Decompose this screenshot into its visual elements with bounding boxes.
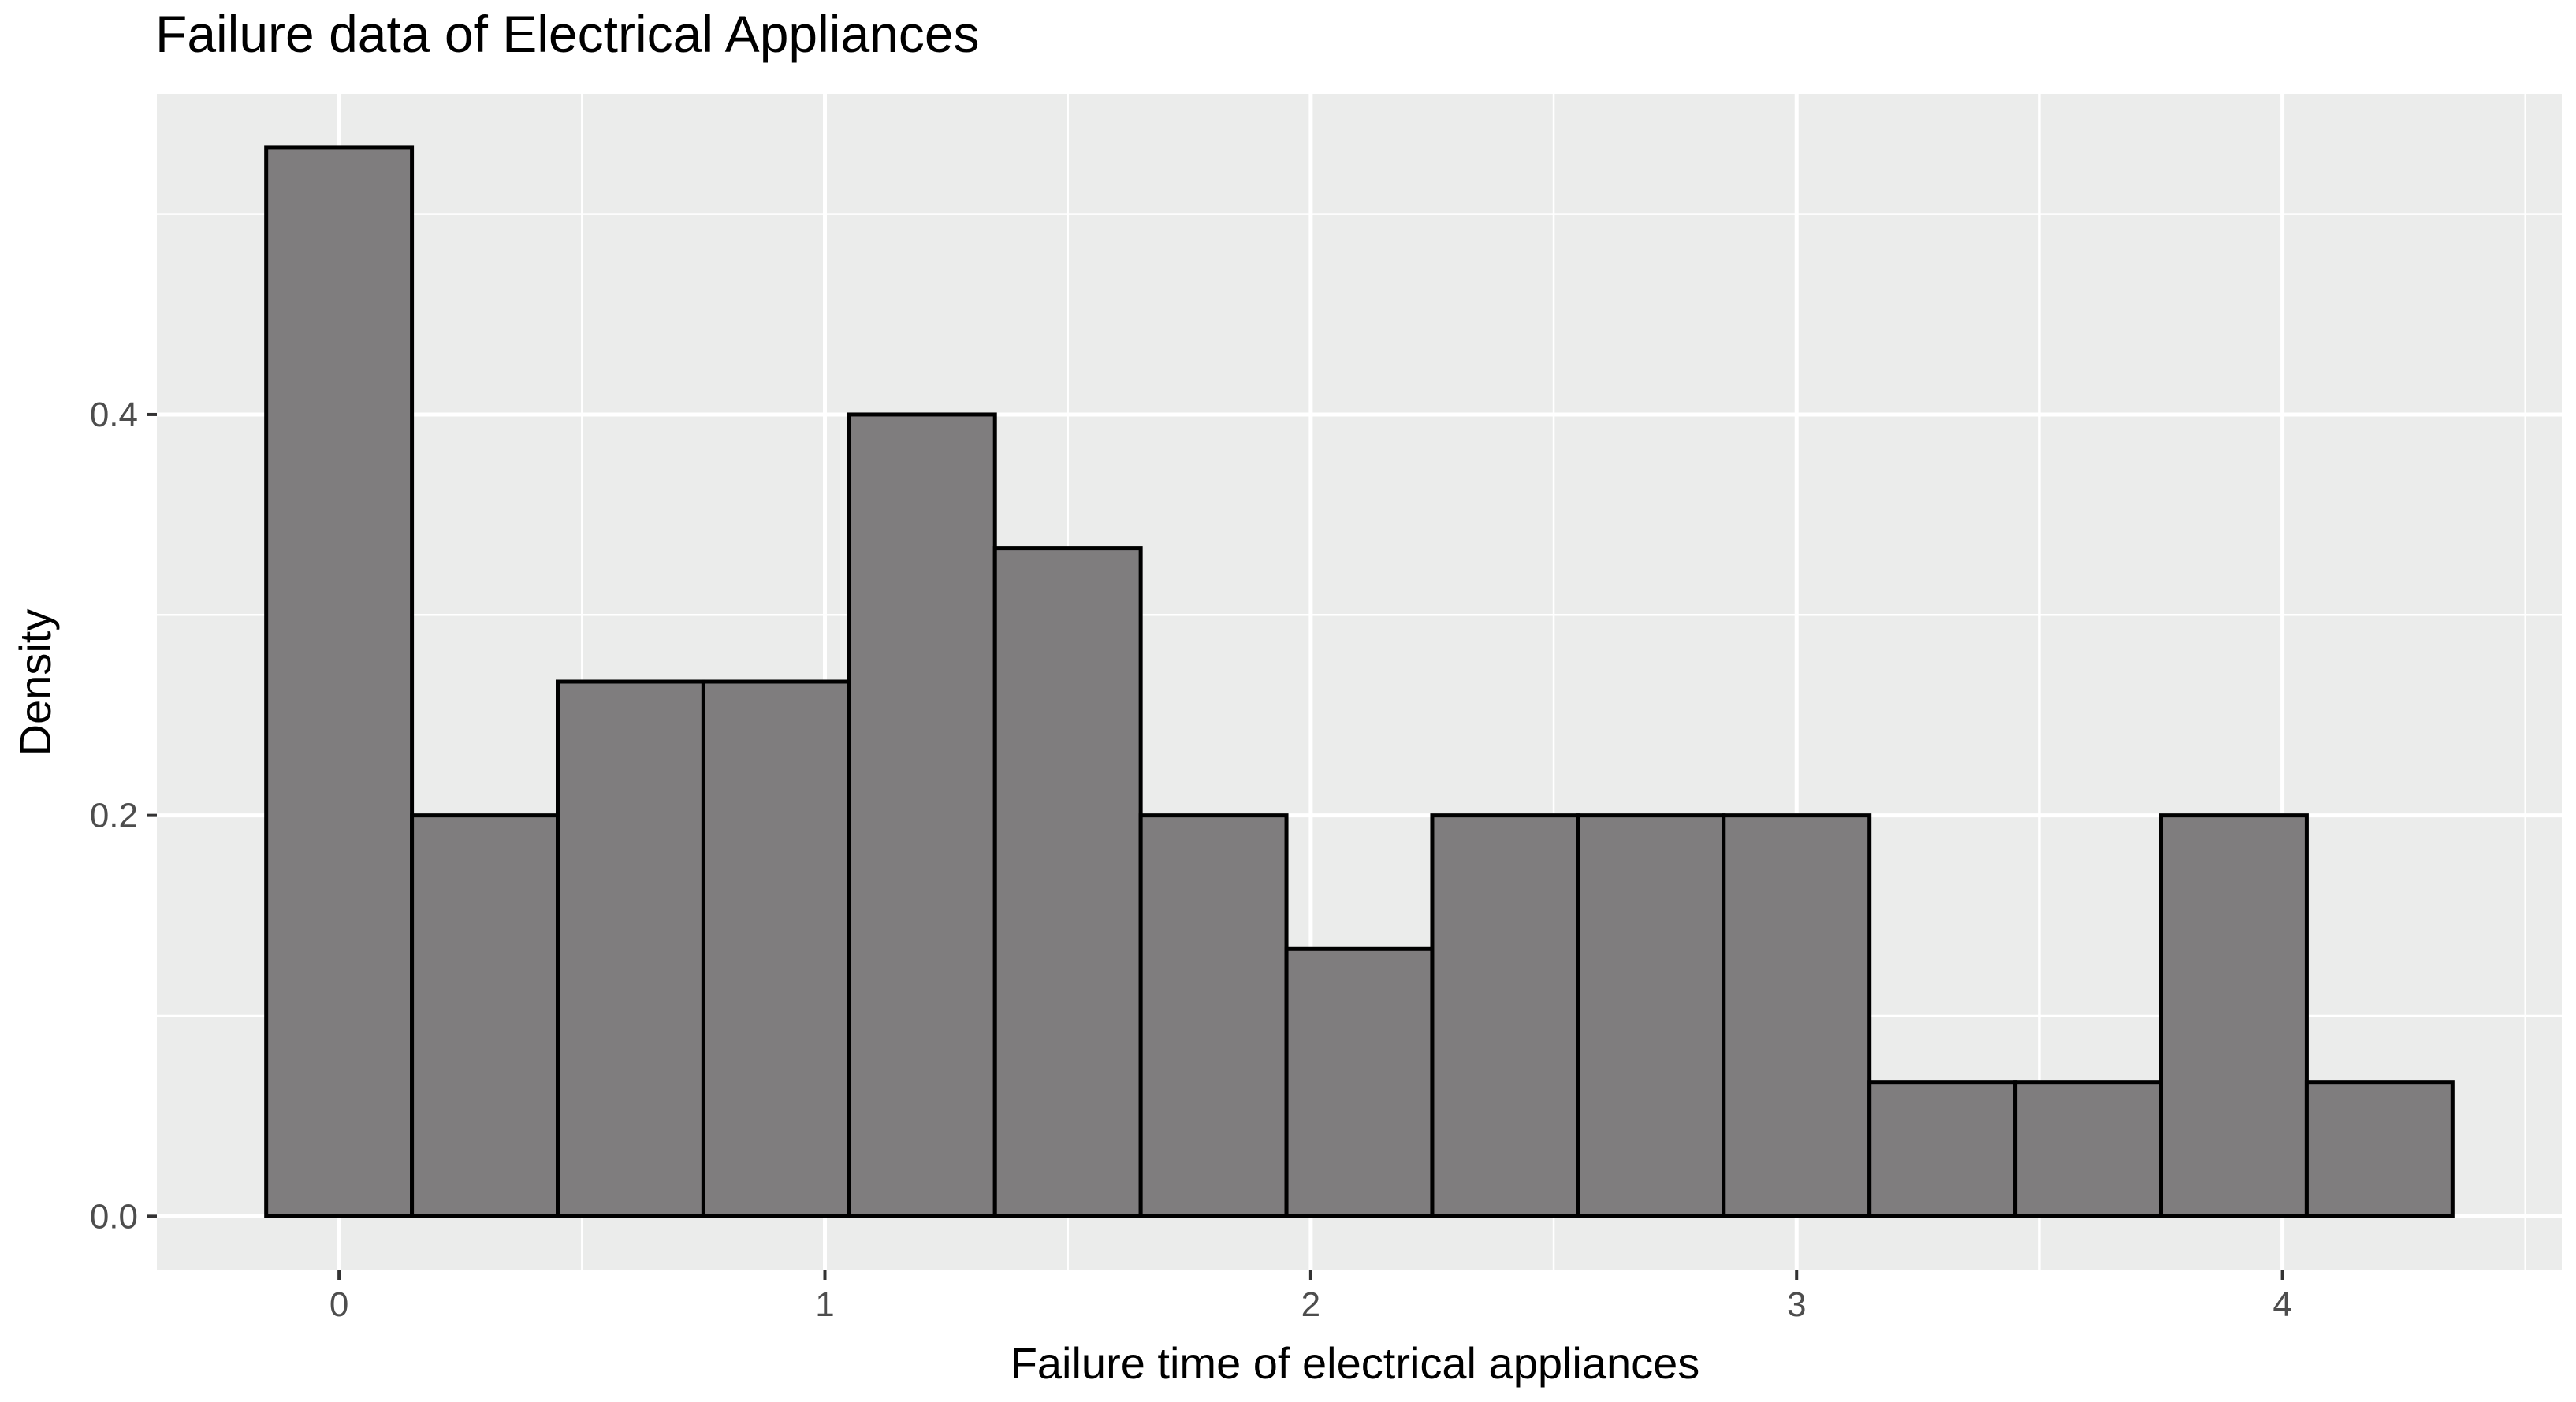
histogram-bar [1722,813,1872,1218]
histogram-bar [264,145,415,1218]
histogram-bar [992,546,1143,1218]
x-tick-label: 0 [329,1285,348,1324]
y-axis-title: Density [10,609,60,757]
histogram-bar [2304,1080,2455,1218]
histogram-bar [1430,813,1580,1218]
y-tick-label: 0.4 [90,396,138,434]
chart-title: Failure data of Electrical Appliances [155,5,980,63]
histogram-bar [847,412,997,1218]
x-axis-title: Failure time of electrical appliances [1011,1338,1700,1388]
y-tick-label: 0.2 [90,797,138,835]
histogram-bar [1867,1080,2018,1218]
histogram-bar [1576,813,1726,1218]
x-tick-label: 1 [815,1285,834,1324]
histogram-bar [556,679,705,1218]
y-tick-label: 0.0 [90,1197,138,1236]
histogram-bar [2159,813,2309,1218]
axis-ticks: 0 1 2 3 4 0.0 0.2 0.4 [90,396,2292,1324]
x-tick-label: 2 [1301,1285,1320,1324]
histogram-bar [410,813,560,1218]
histogram-bars [264,145,2455,1218]
x-tick-label: 4 [2273,1285,2291,1324]
histogram-bar [701,679,851,1218]
histogram-bar [2013,1080,2163,1218]
histogram-bar [1138,813,1289,1218]
x-tick-label: 3 [1787,1285,1806,1324]
histogram-bar [1284,946,1435,1218]
